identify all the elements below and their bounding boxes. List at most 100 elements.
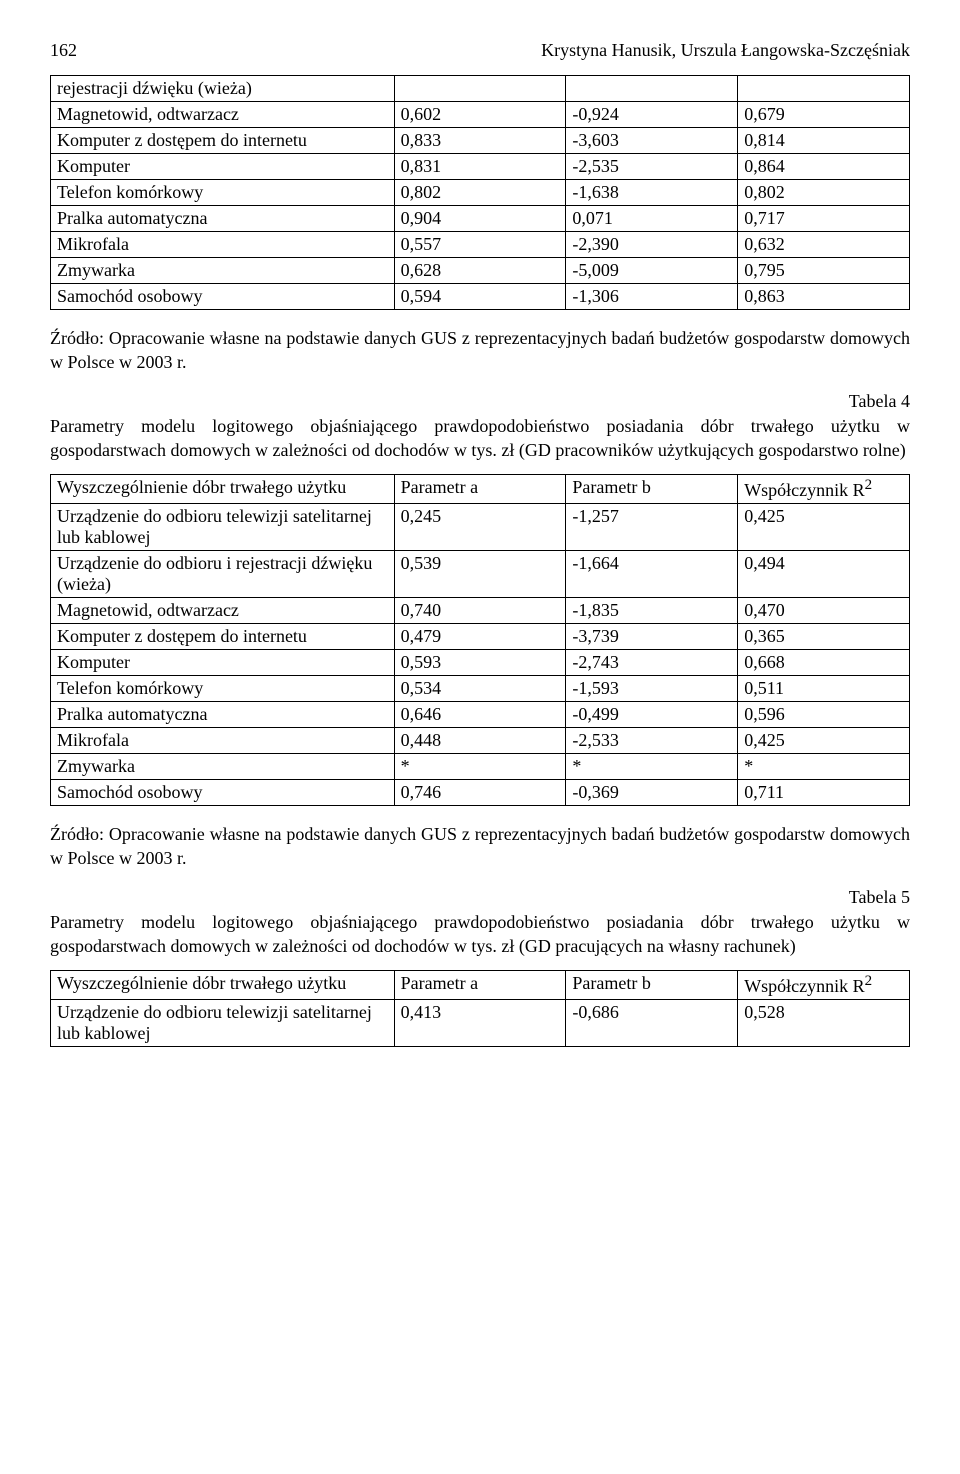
table-row: Zmywarka*** [51, 754, 910, 780]
table-cell: -1,664 [566, 551, 738, 598]
table-row: Pralka automatyczna0,646-0,4990,596 [51, 702, 910, 728]
table-cell: -2,533 [566, 728, 738, 754]
table-cell: 0,425 [738, 728, 910, 754]
table-cell: 0,833 [394, 128, 566, 154]
table-row: Magnetowid, odtwarzacz0,602-0,9240,679 [51, 102, 910, 128]
table-cell: -2,390 [566, 232, 738, 258]
table-row: Zmywarka0,628-5,0090,795 [51, 258, 910, 284]
table-cell: 0,904 [394, 206, 566, 232]
table-5-header-cell: Parametr b [566, 971, 738, 1000]
table-cell: 0,679 [738, 102, 910, 128]
table-cell: 0,539 [394, 551, 566, 598]
table-cell: Pralka automatyczna [51, 702, 395, 728]
table-row: Komputer0,831-2,5350,864 [51, 154, 910, 180]
table-4-header-cell: Współczynnik R2 [738, 475, 910, 504]
table-cell: Mikrofala [51, 232, 395, 258]
table-cell: 0,802 [394, 180, 566, 206]
table-row: Komputer z dostępem do internetu0,833-3,… [51, 128, 910, 154]
table-1-continuation: rejestracji dźwięku (wieża)Magnetowid, o… [50, 75, 910, 310]
table-cell: 0,594 [394, 284, 566, 310]
table-cell: 0,814 [738, 128, 910, 154]
table-cell: -2,743 [566, 650, 738, 676]
table-cell: Magnetowid, odtwarzacz [51, 102, 395, 128]
table-row: Mikrofala0,557-2,3900,632 [51, 232, 910, 258]
table-4-header-cell: Wyszczególnienie dóbr trwałego użytku [51, 475, 395, 504]
table-cell: 0,864 [738, 154, 910, 180]
table-row: Samochód osobowy0,746-0,3690,711 [51, 780, 910, 806]
table-cell: -1,835 [566, 598, 738, 624]
table-row: Pralka automatyczna0,9040,0710,717 [51, 206, 910, 232]
table-cell: Pralka automatyczna [51, 206, 395, 232]
table-row: Komputer z dostępem do internetu0,479-3,… [51, 624, 910, 650]
table-cell: Urządzenie do odbioru telewizji satelita… [51, 1000, 395, 1047]
table-cell: -0,924 [566, 102, 738, 128]
table-cell: 0,628 [394, 258, 566, 284]
table-cell: 0,470 [738, 598, 910, 624]
table-cell: -0,499 [566, 702, 738, 728]
table-cell: -3,739 [566, 624, 738, 650]
table-cell: 0,646 [394, 702, 566, 728]
table-cell: -1,257 [566, 504, 738, 551]
table-cell: Komputer z dostępem do internetu [51, 624, 395, 650]
table-cell: 0,668 [738, 650, 910, 676]
table-4-caption: Parametry modelu logitowego objaśniające… [50, 414, 910, 463]
table-cell: 0,494 [738, 551, 910, 598]
table-cell: 0,632 [738, 232, 910, 258]
table-cell: -1,638 [566, 180, 738, 206]
table-cell: 0,740 [394, 598, 566, 624]
table-cell: * [738, 754, 910, 780]
table-cell: Telefon komórkowy [51, 676, 395, 702]
table-5-header-row: Wyszczególnienie dóbr trwałego użytku Pa… [51, 971, 910, 1000]
table-cell [738, 76, 910, 102]
table-cell: -2,535 [566, 154, 738, 180]
table-cell: Telefon komórkowy [51, 180, 395, 206]
table-cell: Magnetowid, odtwarzacz [51, 598, 395, 624]
table-4-label: Tabela 4 [50, 391, 910, 412]
table-cell: 0,413 [394, 1000, 566, 1047]
table-cell: 0,711 [738, 780, 910, 806]
table-cell: Mikrofala [51, 728, 395, 754]
table-cell: Komputer [51, 154, 395, 180]
table-cell: Komputer z dostępem do internetu [51, 128, 395, 154]
table-5-header-cell: Parametr a [394, 971, 566, 1000]
table-cell: 0,717 [738, 206, 910, 232]
table-row: Magnetowid, odtwarzacz0,740-1,8350,470 [51, 598, 910, 624]
table-row: Mikrofala0,448-2,5330,425 [51, 728, 910, 754]
table-cell: Zmywarka [51, 258, 395, 284]
table-cell: -3,603 [566, 128, 738, 154]
table-row: Telefon komórkowy0,534-1,5930,511 [51, 676, 910, 702]
table-cell: Urządzenie do odbioru i rejestracji dźwi… [51, 551, 395, 598]
table-cell: 0,746 [394, 780, 566, 806]
table-cell: 0,479 [394, 624, 566, 650]
table-4-header-cell: Parametr b [566, 475, 738, 504]
table-cell: * [394, 754, 566, 780]
table-cell: 0,596 [738, 702, 910, 728]
table-5-header-cell: Wyszczególnienie dóbr trwałego użytku [51, 971, 395, 1000]
table-row: Samochód osobowy0,594-1,3060,863 [51, 284, 910, 310]
table-cell: 0,528 [738, 1000, 910, 1047]
table-cell [394, 76, 566, 102]
table-5-caption: Parametry modelu logitowego objaśniające… [50, 910, 910, 959]
table-row: rejestracji dźwięku (wieża) [51, 76, 910, 102]
page-authors: Krystyna Hanusik, Urszula Łangowska-Szcz… [541, 40, 910, 61]
table-5-label: Tabela 5 [50, 887, 910, 908]
table-5-header-cell: Współczynnik R2 [738, 971, 910, 1000]
table-cell: Urządzenie do odbioru telewizji satelita… [51, 504, 395, 551]
page-number: 162 [50, 40, 77, 61]
table-row: Telefon komórkowy0,802-1,6380,802 [51, 180, 910, 206]
table-cell: Komputer [51, 650, 395, 676]
table-cell: rejestracji dźwięku (wieża) [51, 76, 395, 102]
table-1-source: Źródło: Opracowanie własne na podstawie … [50, 326, 910, 375]
table-cell: Samochód osobowy [51, 284, 395, 310]
table-row: Urządzenie do odbioru i rejestracji dźwi… [51, 551, 910, 598]
table-cell: 0,602 [394, 102, 566, 128]
table-cell: 0,593 [394, 650, 566, 676]
table-cell: 0,557 [394, 232, 566, 258]
page-header: 162 Krystyna Hanusik, Urszula Łangowska-… [50, 40, 910, 61]
table-cell: 0,802 [738, 180, 910, 206]
table-4-header-row: Wyszczególnienie dóbr trwałego użytku Pa… [51, 475, 910, 504]
table-cell: 0,071 [566, 206, 738, 232]
table-5: Wyszczególnienie dóbr trwałego użytku Pa… [50, 970, 910, 1047]
table-cell: Zmywarka [51, 754, 395, 780]
table-4: Wyszczególnienie dóbr trwałego użytku Pa… [50, 474, 910, 806]
